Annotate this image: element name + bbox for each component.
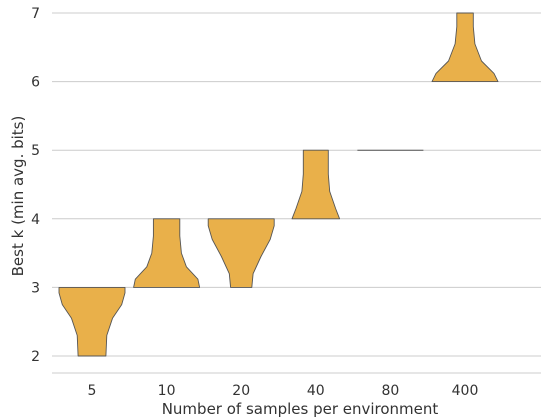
x-tick-label: 20: [232, 383, 250, 399]
y-tick-label: 4: [31, 212, 40, 228]
y-tick-label: 3: [31, 280, 40, 296]
x-tick-label: 10: [158, 383, 176, 399]
y-axis-label: Best k (min avg. bits): [9, 116, 27, 277]
y-tick-labels: 2 3 4 5 6 7: [31, 6, 40, 365]
y-tick-label: 5: [31, 143, 40, 159]
violin-40: [291, 149, 341, 220]
x-tick-labels: 5 10 20 40 80 400: [88, 383, 479, 399]
x-tick-label: 80: [381, 383, 399, 399]
violin-10: [133, 218, 201, 288]
x-axis-label: Number of samples per environment: [162, 400, 439, 417]
violins: [58, 12, 499, 357]
violin-5: [58, 286, 126, 357]
violin-400: [431, 12, 499, 83]
y-tick-label: 2: [31, 349, 40, 365]
x-tick-label: 400: [452, 383, 479, 399]
y-tick-label: 6: [31, 75, 40, 91]
x-tick-label: 5: [88, 383, 97, 399]
x-tick-label: 40: [307, 383, 325, 399]
violin-20: [207, 218, 275, 288]
y-tick-label: 7: [31, 6, 40, 22]
